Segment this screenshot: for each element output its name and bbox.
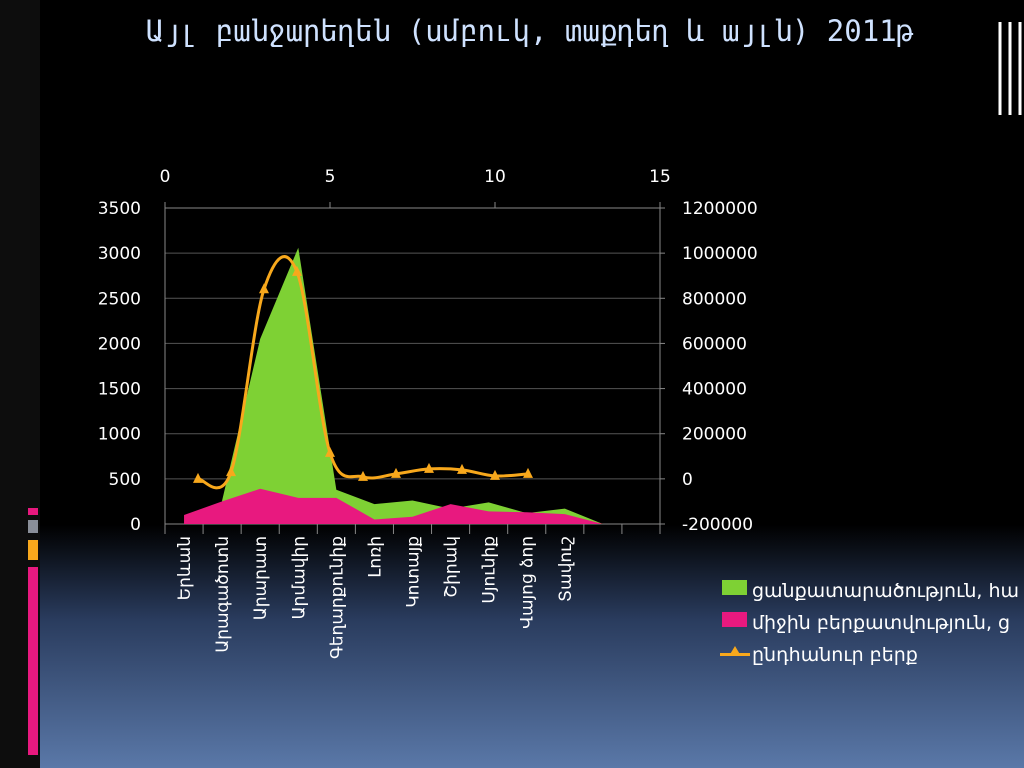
y2-tick-label: 200000 (682, 425, 747, 445)
legend-swatch (722, 612, 747, 627)
legend-swatch (722, 580, 747, 595)
decor (28, 520, 38, 533)
x-tick-label: Երևան (175, 536, 195, 600)
x-tick-label: Սյունիք (480, 536, 500, 604)
x-tick-label: Արագածոտն (213, 536, 233, 653)
y-tick-label: 1000 (98, 425, 141, 445)
area (184, 488, 603, 524)
x2-tick-label: 15 (649, 167, 671, 187)
x-tick-label: Լոռի (365, 536, 385, 578)
y2-tick-label: 0 (682, 470, 693, 490)
y2-tick-label: 1200000 (682, 199, 758, 219)
x-tick-label: Կոտայք (404, 536, 424, 608)
x-tick-label: Վայոց ձոր (518, 536, 538, 629)
x-tick-label: Տավուշ (556, 536, 576, 602)
y-tick-label: 500 (109, 470, 141, 490)
y2-tick-label: 600000 (682, 334, 747, 354)
marker (292, 265, 302, 276)
y-tick-label: 3500 (98, 199, 141, 219)
x-tick-label: Գեղարքունիք (327, 536, 347, 659)
marker (259, 283, 269, 294)
x-tick-label: Արարատ (251, 536, 271, 620)
marker (391, 467, 401, 478)
legend: ցանքատարածություն, հա միջին բերքատվությու… (720, 575, 1020, 671)
x2-tick-label: 10 (484, 167, 506, 187)
marker (325, 446, 335, 457)
marker (424, 462, 434, 473)
area (222, 247, 603, 524)
x-tick-label: Արմավիր (289, 536, 309, 619)
decor (28, 540, 38, 560)
marker (358, 470, 368, 481)
y2-tick-label: 400000 (682, 380, 747, 400)
legend-marker (729, 646, 741, 656)
marker (193, 472, 203, 483)
x-tick-label: Շիրակ (442, 536, 462, 598)
legend-label: ցանքատարածություն, հա (752, 580, 1020, 602)
y2-tick-label: 1000000 (682, 244, 758, 264)
x2-tick-label: 0 (160, 167, 171, 187)
x2-tick-label: 5 (325, 167, 336, 187)
legend-item: ընդհանուր բերք (720, 639, 1020, 671)
legend-item: միջին բերքատվություն, ց (720, 607, 1020, 639)
marker (226, 466, 236, 477)
y-tick-label: 1500 (98, 380, 141, 400)
legend-label: ընդհանուր բերք (752, 644, 918, 666)
legend-swatch (720, 653, 750, 656)
marker (490, 469, 500, 480)
y-tick-label: 2000 (98, 334, 141, 354)
y-tick-label: 3000 (98, 244, 141, 264)
chart-title: Այլ բանջարեղեն (սմբուկ, տաքդեղ և այլն) 2… (145, 14, 915, 48)
marker (457, 463, 467, 474)
y2-tick-label: -200000 (682, 515, 753, 535)
decor (28, 508, 38, 515)
y-tick-label: 0 (130, 515, 141, 535)
decor (28, 567, 38, 755)
decor-icon (998, 22, 1022, 115)
marker (523, 467, 533, 478)
y-tick-label: 2500 (98, 289, 141, 309)
y2-tick-label: 800000 (682, 289, 747, 309)
legend-label: միջին բերքատվություն, ց (752, 612, 1011, 634)
legend-item: ցանքատարածություն, հա (720, 575, 1020, 607)
